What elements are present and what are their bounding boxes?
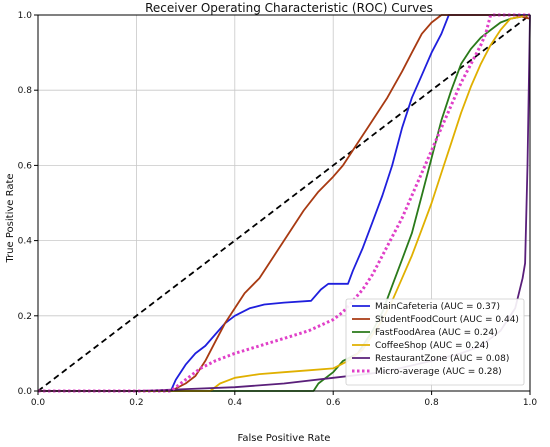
legend-entry: CoffeeShop (AUC = 0.24)	[375, 341, 489, 351]
micro-average-curve	[38, 13, 530, 393]
x-tick-label: 1.0	[523, 398, 538, 408]
x-tick-label: 0.4	[228, 398, 243, 408]
chance-diagonal-line	[37, 14, 531, 392]
x-tick-label: 0.6	[326, 398, 341, 408]
y-tick-label: 0.4	[18, 237, 33, 247]
x-axis-label: False Positive Rate	[238, 433, 331, 444]
y-axis-label: True Positive Rate	[5, 173, 16, 263]
roc-curve	[38, 14, 530, 392]
legend-entry: RestaurantZone (AUC = 0.08)	[375, 354, 509, 364]
y-tick-label: 0.6	[18, 161, 33, 171]
x-tick-label: 0.0	[31, 398, 46, 408]
roc-curve	[38, 14, 531, 392]
y-tick-label: 1.0	[18, 11, 33, 21]
tick-layer: 0.0 0.2 0.4 0.6 0.8 1.0 0.0 0.2 0.4 0.6 0.8 1.0	[18, 11, 538, 408]
legend: MainCafeteria (AUC = 0.37) StudentFoodCou…	[345, 298, 525, 386]
y-tick-label: 0.8	[18, 86, 33, 96]
legend-entry: StudentFoodCourt (AUC = 0.44)	[375, 315, 519, 325]
legend-entry: MainCafeteria (AUC = 0.37)	[375, 302, 500, 312]
chart-title: Receiver Operating Characteristic (ROC) …	[145, 1, 433, 15]
legend-entry: Micro-average (AUC = 0.28)	[375, 367, 502, 377]
y-tick-label: 0.2	[18, 312, 32, 322]
x-tick-label: 0.8	[424, 398, 439, 408]
roc-curve	[38, 14, 531, 392]
series-layer	[37, 13, 531, 393]
legend-box	[345, 298, 525, 386]
y-tick-label: 0.0	[18, 387, 33, 397]
plot-frame	[37, 14, 531, 392]
x-tick-label: 0.2	[129, 398, 143, 408]
legend-entry: FastFoodArea (AUC = 0.24)	[375, 328, 498, 338]
